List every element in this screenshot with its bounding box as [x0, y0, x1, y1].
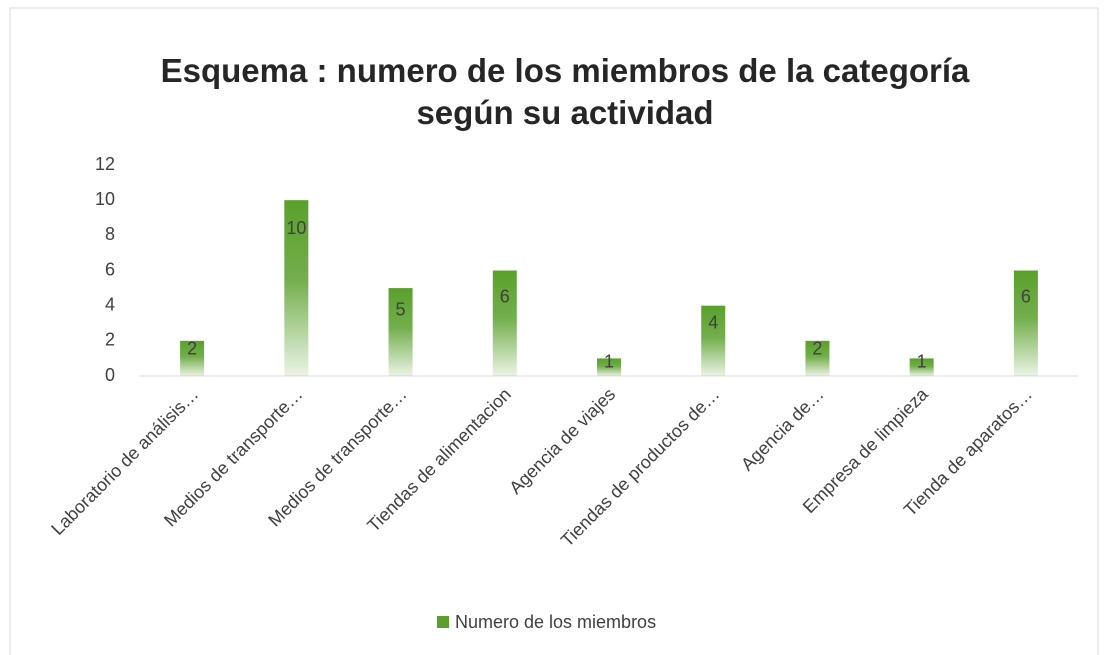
- data-label: 10: [286, 218, 306, 238]
- bar: [597, 358, 621, 376]
- data-label: 2: [187, 339, 197, 359]
- y-tick-label: 2: [105, 330, 115, 350]
- bar: [388, 288, 413, 376]
- bar: [284, 200, 309, 376]
- y-tick-label: 12: [95, 154, 115, 174]
- bar: [180, 340, 205, 376]
- y-tick-label: 6: [105, 259, 115, 279]
- data-label: 4: [708, 313, 718, 333]
- bar: [492, 270, 517, 376]
- data-label: 1: [917, 352, 927, 372]
- y-tick-label: 8: [105, 224, 115, 244]
- data-label: 5: [396, 300, 406, 320]
- y-tick-label: 4: [105, 294, 115, 314]
- y-tick-label: 0: [105, 365, 115, 385]
- bar: [1013, 270, 1038, 376]
- data-label: 6: [500, 287, 510, 307]
- bar: [909, 358, 934, 376]
- data-label: 6: [1021, 287, 1031, 307]
- bar: [805, 340, 830, 376]
- y-tick-label: 10: [95, 189, 115, 209]
- legend-swatch: [437, 616, 449, 628]
- legend-label: Numero de los miembros: [455, 612, 656, 632]
- data-label: 2: [812, 339, 822, 359]
- chart-border: [9, 7, 1099, 655]
- bar: [701, 305, 726, 376]
- chart-title: Esquema : numero de los miembros de la c…: [160, 52, 970, 131]
- data-label: 1: [604, 352, 614, 372]
